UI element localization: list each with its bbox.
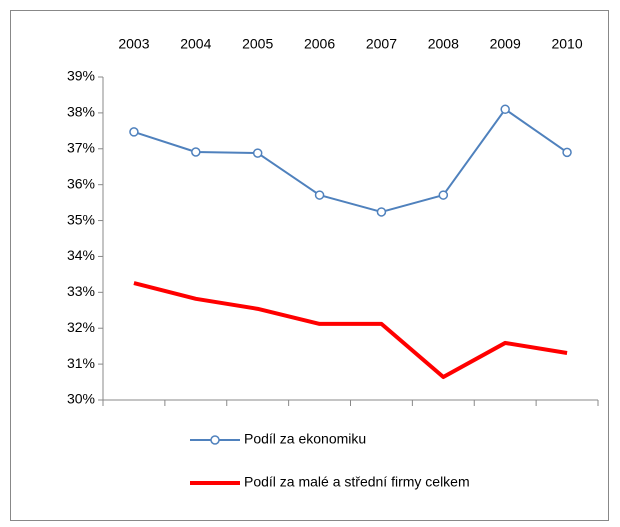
x-tick-label: 2003 <box>118 36 149 52</box>
y-tick-label: 36% <box>67 175 95 191</box>
point <box>438 190 449 200</box>
y-tick-label: 34% <box>67 247 95 263</box>
y-tick-label: 31% <box>67 355 95 371</box>
y-tick-label: 38% <box>67 104 95 120</box>
x-tick-label: 2009 <box>490 36 521 52</box>
y-tick-label: 30% <box>67 391 95 407</box>
point <box>562 147 572 158</box>
point <box>191 147 201 157</box>
x-tick-label: 2006 <box>304 36 335 52</box>
point <box>129 127 139 137</box>
point <box>252 148 263 158</box>
series-line <box>133 108 568 213</box>
y-tick-label: 32% <box>67 319 95 335</box>
y-tick-label: 33% <box>67 283 95 299</box>
x-tick-label: 2005 <box>242 36 273 52</box>
point <box>500 104 510 115</box>
y-tick-label: 39% <box>67 68 95 84</box>
x-tick-label: 2004 <box>180 36 211 52</box>
y-tick-label: 37% <box>67 139 95 155</box>
chart-frame <box>10 10 609 521</box>
point <box>314 190 325 200</box>
legend-marker <box>210 435 220 445</box>
x-tick-label: 2007 <box>366 36 397 52</box>
series-line <box>133 281 568 380</box>
legend-label: Podíl za ekonomiku <box>244 431 366 447</box>
legend-label: Podíl za malé a střední firmy celkem <box>244 474 470 490</box>
point <box>376 207 387 217</box>
x-tick-label: 2010 <box>551 36 582 52</box>
y-tick-label: 35% <box>67 211 95 227</box>
x-tick-label: 2008 <box>428 36 459 52</box>
